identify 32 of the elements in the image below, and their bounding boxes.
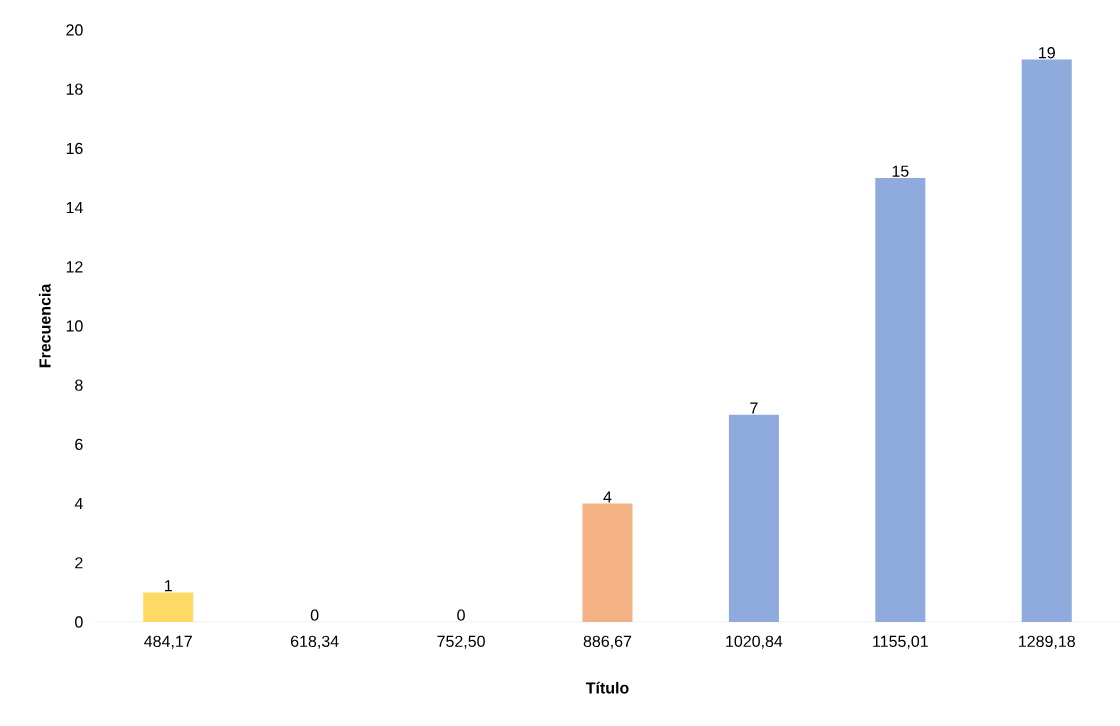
x-tick-label: 886,67 <box>583 635 632 649</box>
y-tick-label: 18 <box>66 83 83 95</box>
bar <box>875 177 926 622</box>
x-axis-title: Título <box>585 681 629 694</box>
data-label: 1 <box>164 580 172 592</box>
x-tick-label: 1289,18 <box>1019 635 1075 649</box>
x-tick-label: 752,50 <box>437 635 485 649</box>
y-tick-label: 14 <box>66 202 83 214</box>
y-tick-label: 4 <box>74 498 83 510</box>
x-tick-label: 1020,84 <box>726 635 783 649</box>
bar <box>1021 59 1072 622</box>
data-label: 7 <box>750 402 758 414</box>
y-axis-title: Frecuencia <box>38 283 51 368</box>
bar <box>143 592 194 622</box>
y-tick-label: 10 <box>66 320 83 332</box>
y-tick-label: 20 <box>66 24 83 36</box>
data-label: 19 <box>1039 47 1055 59</box>
x-tick-label: 1155,01 <box>873 635 928 649</box>
bar <box>728 414 779 622</box>
x-tick-label: 484,17 <box>144 635 192 649</box>
x-tick-label: 618,34 <box>290 635 339 649</box>
y-tick-label: 0 <box>75 616 83 628</box>
y-tick-label: 16 <box>66 142 83 155</box>
data-label: 0 <box>457 609 465 621</box>
y-tick-label: 8 <box>75 379 83 391</box>
y-tick-label: 6 <box>75 438 83 451</box>
data-label: 15 <box>892 165 909 177</box>
data-label: 4 <box>603 491 612 503</box>
bar <box>582 503 633 622</box>
data-label: 0 <box>310 609 319 621</box>
y-tick-label: 2 <box>75 557 83 569</box>
y-tick-label: 12 <box>66 261 83 273</box>
